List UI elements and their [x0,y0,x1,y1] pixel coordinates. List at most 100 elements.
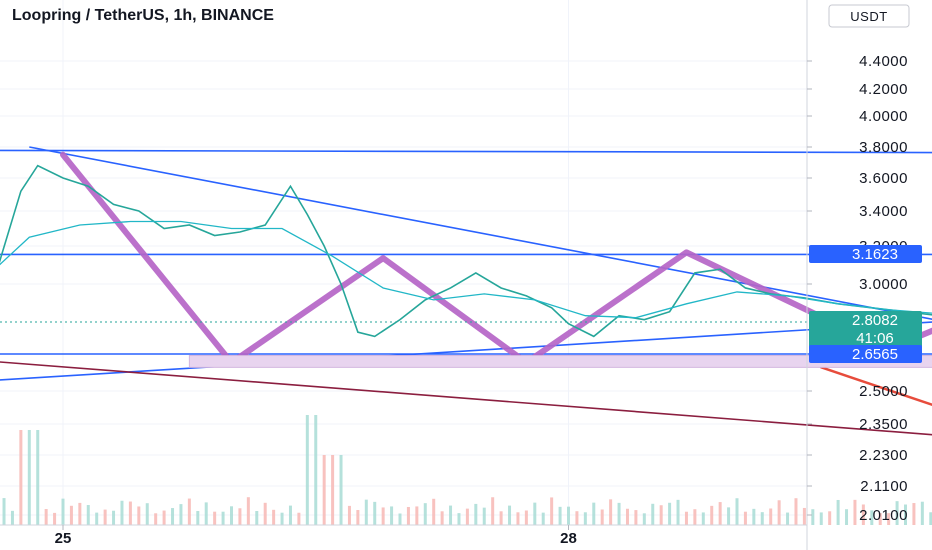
volume-bar [406,506,410,525]
volume-bar [204,502,208,525]
level-upper-value: 3.1623 [852,246,898,263]
volume-bar [213,511,217,525]
volume-bar [2,498,6,525]
y-tick-label: 2.5000 [859,383,908,400]
volume-bar [819,512,823,525]
support-zone [188,355,932,368]
volume-bar [196,511,200,525]
volume-bar [895,501,899,525]
volume-bar [381,507,385,525]
currency-button[interactable]: USDT [828,4,910,28]
volume-bar [634,510,638,525]
volume-bar [676,499,680,525]
volume-bar [583,512,587,525]
volume-bar [449,505,453,525]
volume-bar [912,503,916,525]
volume-bar [642,513,646,525]
y-tick-label: 2.1100 [860,478,908,495]
volume-bar [120,500,124,525]
volume-bar [331,455,335,525]
volume-bar [735,498,739,525]
y-tick-label: 4.0000 [859,108,908,125]
volume-bar [103,509,107,525]
volume-bar [828,511,832,525]
level-lower-tag [809,345,922,363]
volume-bar [887,513,891,525]
volume-bar [878,513,882,525]
volume-bar [305,415,309,525]
volume-bar [457,513,461,525]
y-tick-label: 2.3500 [859,416,908,433]
volume-bar [53,512,57,525]
price-axis[interactable]: 4.40004.20004.00003.80003.60003.40003.20… [807,53,908,524]
volume-bar [541,512,545,525]
long-term-support-line [0,361,932,436]
volume-bar [255,511,259,525]
y-tick-label: 2.0100 [859,507,908,524]
volume-bar [482,507,486,525]
volume-bar [280,512,284,525]
volume-bar [432,498,436,525]
volume-bar [297,512,301,525]
volume-bar [179,504,183,525]
series-layer [0,164,932,338]
y-tick-label: 3.4000 [859,203,908,220]
volume-bar [86,505,90,525]
last-price-tag [809,311,922,349]
volume-bar [61,498,65,525]
volume-bar [929,512,932,525]
volume-bar [710,505,714,525]
volume-bar [230,506,233,525]
level-lower-value: 2.6565 [852,346,898,363]
volume-bar [651,503,655,525]
volume-bar [373,501,377,525]
horizontal-line-upper [0,149,932,154]
y-tick-label: 3.6000 [859,170,908,187]
volume-bar [684,511,688,525]
volume-bar [617,502,621,525]
time-axis[interactable]: 2528Dec [55,525,932,547]
volume-bar [154,513,158,525]
y-tick-label: 3.8000 [859,139,908,156]
volume-bar [162,510,166,525]
volume-bar [727,507,731,525]
volume-bar [718,502,722,525]
volume-bar [668,502,672,525]
volume-bar [440,511,444,525]
moving-average-line [0,220,932,319]
volume-bar [625,508,629,525]
gridlines [0,0,807,525]
volume-bar [128,501,132,525]
volume-bar [659,505,663,525]
level-upper-tag [809,245,922,263]
volume-bar [491,497,495,525]
volume-bar [693,509,697,525]
volume-bar [339,455,343,525]
bearish-arrow-shaft [820,366,932,407]
volume-bar [701,512,705,525]
volume-bar [423,503,427,525]
volume-bar [920,501,924,525]
volume-bar [609,499,613,525]
volume-bar [288,505,292,525]
volume-bar [836,499,840,525]
volume-bar [752,508,756,525]
x-tick-label: 25 [55,530,72,547]
volume-bar [314,415,318,525]
y-tick-label: 4.2000 [859,81,908,98]
volume-bar [777,500,781,525]
volume-bar [575,511,579,525]
volume-bar [398,513,402,525]
volume-bar [19,430,23,525]
volume-bar [465,508,469,525]
volume-bar [415,506,419,525]
volume-bar [786,512,790,525]
volume-bar [322,455,326,525]
volume-bar [171,508,175,525]
volume-bar [44,509,48,525]
volume-bar [533,502,537,525]
volume-bar [743,511,747,525]
volume-bar [811,509,815,525]
